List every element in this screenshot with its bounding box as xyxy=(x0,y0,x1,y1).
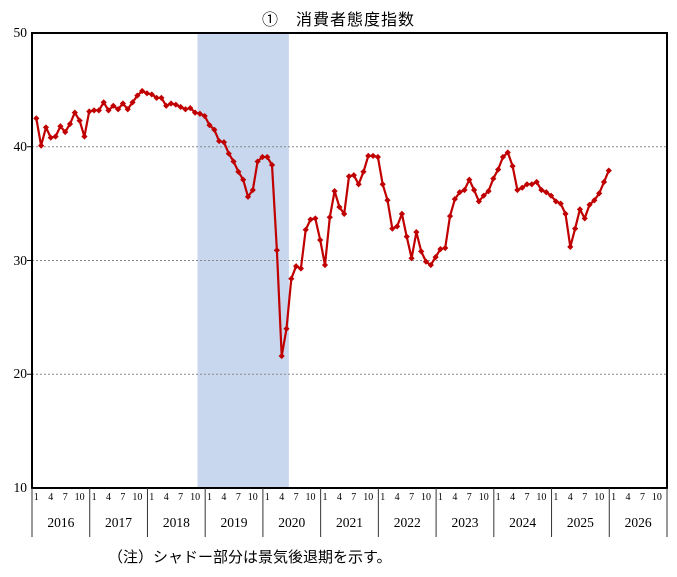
month-tick-label: 7 xyxy=(351,492,357,503)
year-label: 2016 xyxy=(47,515,75,530)
month-tick-label: 1 xyxy=(495,492,501,503)
chart-footnote: （注）シャドー部分は景気後退期を示す。 xyxy=(108,550,392,566)
year-label: 2026 xyxy=(624,515,652,530)
month-tick-label: 4 xyxy=(510,492,516,503)
year-label: 2022 xyxy=(393,515,421,530)
month-tick-label: 1 xyxy=(553,492,559,503)
month-tick-label: 10 xyxy=(651,492,662,503)
year-label: 2018 xyxy=(162,515,190,530)
year-label: 2017 xyxy=(105,515,133,530)
year-label: 2023 xyxy=(451,515,479,530)
y-axis-tick-label: 10 xyxy=(13,480,28,495)
y-axis-tick-label: 30 xyxy=(13,252,28,268)
year-label: 2020 xyxy=(278,515,306,530)
month-tick-label: 1 xyxy=(149,492,155,503)
month-tick-label: 10 xyxy=(594,492,605,503)
month-tick-label: 7 xyxy=(582,492,588,503)
month-tick-label: 4 xyxy=(625,492,631,503)
data-point-markers xyxy=(33,87,612,360)
consumer-confidence-line xyxy=(35,89,610,358)
month-tick-label: 7 xyxy=(409,492,415,503)
month-tick-label: 4 xyxy=(567,492,573,503)
chart-title: ① 消費者態度指数 xyxy=(261,12,415,29)
month-tick-label: 4 xyxy=(221,492,227,503)
month-tick-label: 1 xyxy=(611,492,617,503)
month-tick-label: 4 xyxy=(452,492,458,503)
year-label: 2024 xyxy=(509,515,537,530)
month-tick-label: 4 xyxy=(106,492,111,503)
month-tick-label: 1 xyxy=(322,492,328,503)
month-tick-label: 10 xyxy=(132,492,143,503)
month-tick-label: 7 xyxy=(120,492,126,503)
month-tick-label: 1 xyxy=(91,492,97,503)
month-tick-label: 7 xyxy=(466,492,472,503)
month-tick-label: 10 xyxy=(363,492,374,503)
y-axis-tick-label: 40 xyxy=(13,138,28,154)
recession-band xyxy=(197,34,289,487)
month-tick-label: 7 xyxy=(235,492,241,503)
month-tick-label: 1 xyxy=(437,492,443,503)
month-tick-label: 1 xyxy=(33,492,39,503)
month-tick-label: 1 xyxy=(207,492,212,503)
month-tick-label: 1 xyxy=(380,492,386,503)
month-tick-label: 10 xyxy=(74,492,85,503)
year-label: 2019 xyxy=(220,515,248,530)
y-axis-tick-label: 20 xyxy=(13,366,28,382)
month-tick-label: 1 xyxy=(264,492,270,503)
month-tick-label: 10 xyxy=(247,492,258,503)
month-tick-label: 10 xyxy=(478,492,489,503)
y-axis-tick-label: 50 xyxy=(13,25,28,40)
month-tick-label: 4 xyxy=(279,492,285,503)
month-tick-label: 4 xyxy=(336,492,342,503)
month-tick-label: 7 xyxy=(524,492,530,503)
month-tick-label: 4 xyxy=(394,492,400,503)
month-tick-label: 10 xyxy=(421,492,431,503)
year-label: 2025 xyxy=(566,515,594,530)
month-tick-label: 10 xyxy=(536,492,547,503)
month-tick-label: 10 xyxy=(305,492,316,503)
month-tick-label: 7 xyxy=(62,492,68,503)
month-tick-label: 7 xyxy=(178,492,184,503)
month-tick-label: 10 xyxy=(190,492,201,503)
plot-border xyxy=(31,32,668,489)
month-tick-label: 7 xyxy=(293,492,299,503)
year-label: 2021 xyxy=(335,515,363,530)
month-tick-label: 4 xyxy=(48,492,54,503)
month-tick-label: 7 xyxy=(640,492,645,503)
month-tick-label: 4 xyxy=(163,492,169,503)
